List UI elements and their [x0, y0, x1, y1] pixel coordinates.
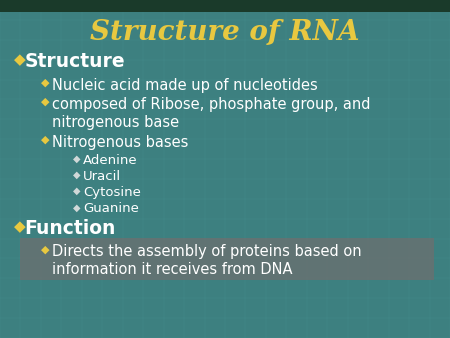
- FancyBboxPatch shape: [20, 238, 434, 280]
- Text: Structure: Structure: [25, 52, 126, 71]
- Text: composed of Ribose, phosphate group, and
nitrogenous base: composed of Ribose, phosphate group, and…: [52, 97, 370, 130]
- Text: ◆: ◆: [40, 244, 49, 255]
- Text: ◆: ◆: [40, 97, 49, 107]
- Text: Guanine: Guanine: [83, 202, 139, 215]
- Text: ◆: ◆: [40, 78, 49, 88]
- Text: Function: Function: [25, 219, 116, 238]
- Text: Adenine: Adenine: [83, 154, 138, 167]
- Text: Nitrogenous bases: Nitrogenous bases: [52, 135, 188, 150]
- Text: Uracil: Uracil: [83, 170, 122, 183]
- Text: Nucleic acid made up of nucleotides: Nucleic acid made up of nucleotides: [52, 78, 318, 93]
- Text: ◆: ◆: [14, 52, 25, 67]
- Text: ◆: ◆: [73, 154, 81, 164]
- Text: ◆: ◆: [73, 170, 81, 180]
- Bar: [0, 0, 450, 12]
- Text: Directs the assembly of proteins based on
information it receives from DNA: Directs the assembly of proteins based o…: [52, 244, 361, 277]
- Text: Cytosine: Cytosine: [83, 186, 141, 199]
- Text: ◆: ◆: [73, 186, 81, 196]
- Text: Structure of RNA: Structure of RNA: [90, 19, 360, 46]
- Text: ◆: ◆: [73, 202, 81, 213]
- Text: ◆: ◆: [14, 219, 25, 234]
- Text: ◆: ◆: [40, 135, 49, 145]
